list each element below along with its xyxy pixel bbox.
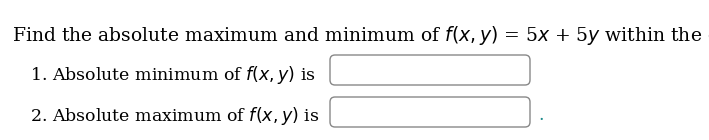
- Text: 2. Absolute maximum of $f(x, y)$ is: 2. Absolute maximum of $f(x, y)$ is: [30, 105, 319, 127]
- Text: .: .: [538, 108, 544, 124]
- Text: 1. Absolute minimum of $f(x, y)$ is: 1. Absolute minimum of $f(x, y)$ is: [30, 64, 316, 86]
- FancyBboxPatch shape: [330, 97, 530, 127]
- Text: Find the absolute maximum and minimum of $f(x, y)$ = 5$x$ + 5$y$ within the doma: Find the absolute maximum and minimum of…: [12, 22, 709, 47]
- FancyBboxPatch shape: [330, 55, 530, 85]
